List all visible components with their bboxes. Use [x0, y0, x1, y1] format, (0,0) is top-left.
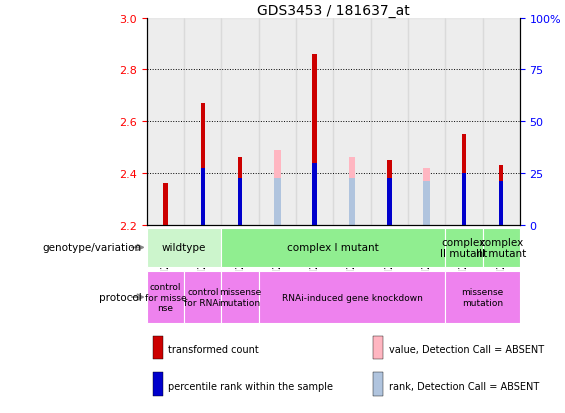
Bar [349, 179, 355, 225]
Bar [408, 19, 445, 225]
Text: complex I mutant: complex I mutant [288, 243, 379, 253]
Bar [201, 104, 205, 225]
Bar [333, 19, 371, 225]
Bar [445, 228, 483, 268]
Bar [445, 272, 520, 323]
Text: wildtype: wildtype [162, 243, 206, 253]
Text: control
for RNAi: control for RNAi [184, 288, 221, 307]
Bar [147, 228, 221, 268]
Bar [201, 169, 205, 225]
Bar [184, 19, 221, 225]
Bar [312, 55, 317, 225]
Text: transformed count: transformed count [168, 344, 259, 354]
Bar [349, 158, 355, 225]
Title: GDS3453 / 181637_at: GDS3453 / 181637_at [257, 4, 410, 18]
Bar [387, 179, 392, 225]
Text: control
for misse
nse: control for misse nse [145, 282, 186, 312]
Bar [423, 169, 430, 225]
Bar [238, 158, 242, 225]
Text: complex
II mutant: complex II mutant [440, 237, 488, 259]
Bar [221, 19, 259, 225]
Bar [153, 373, 163, 396]
Bar [462, 135, 466, 225]
Bar [184, 272, 221, 323]
Bar [462, 173, 466, 225]
Bar [274, 150, 281, 225]
Bar [147, 272, 184, 323]
Text: complex
III mutant: complex III mutant [476, 237, 526, 259]
Bar [387, 161, 392, 225]
Bar [312, 163, 317, 225]
Text: percentile rank within the sample: percentile rank within the sample [168, 381, 333, 391]
Text: value, Detection Call = ABSENT: value, Detection Call = ABSENT [389, 344, 544, 354]
Bar [423, 181, 430, 225]
Bar [153, 336, 163, 359]
Text: missense
mutation: missense mutation [462, 288, 503, 307]
Bar [221, 272, 259, 323]
Bar [221, 228, 445, 268]
Bar [274, 179, 281, 225]
Bar [147, 19, 184, 225]
Bar [499, 166, 503, 225]
Text: RNAi-induced gene knockdown: RNAi-induced gene knockdown [281, 293, 423, 302]
Bar [238, 179, 242, 225]
Bar [259, 19, 296, 225]
Bar [445, 19, 483, 225]
Bar [259, 272, 445, 323]
Bar [371, 19, 408, 225]
Text: rank, Detection Call = ABSENT: rank, Detection Call = ABSENT [389, 381, 539, 391]
Bar [499, 181, 503, 225]
Bar [483, 228, 520, 268]
Text: genotype/variation: genotype/variation [42, 243, 141, 253]
Bar [296, 19, 333, 225]
Bar [163, 184, 168, 225]
Bar [373, 373, 383, 396]
Bar [373, 336, 383, 359]
Text: missense
mutation: missense mutation [219, 288, 261, 307]
Bar [483, 19, 520, 225]
Text: protocol: protocol [98, 292, 141, 302]
